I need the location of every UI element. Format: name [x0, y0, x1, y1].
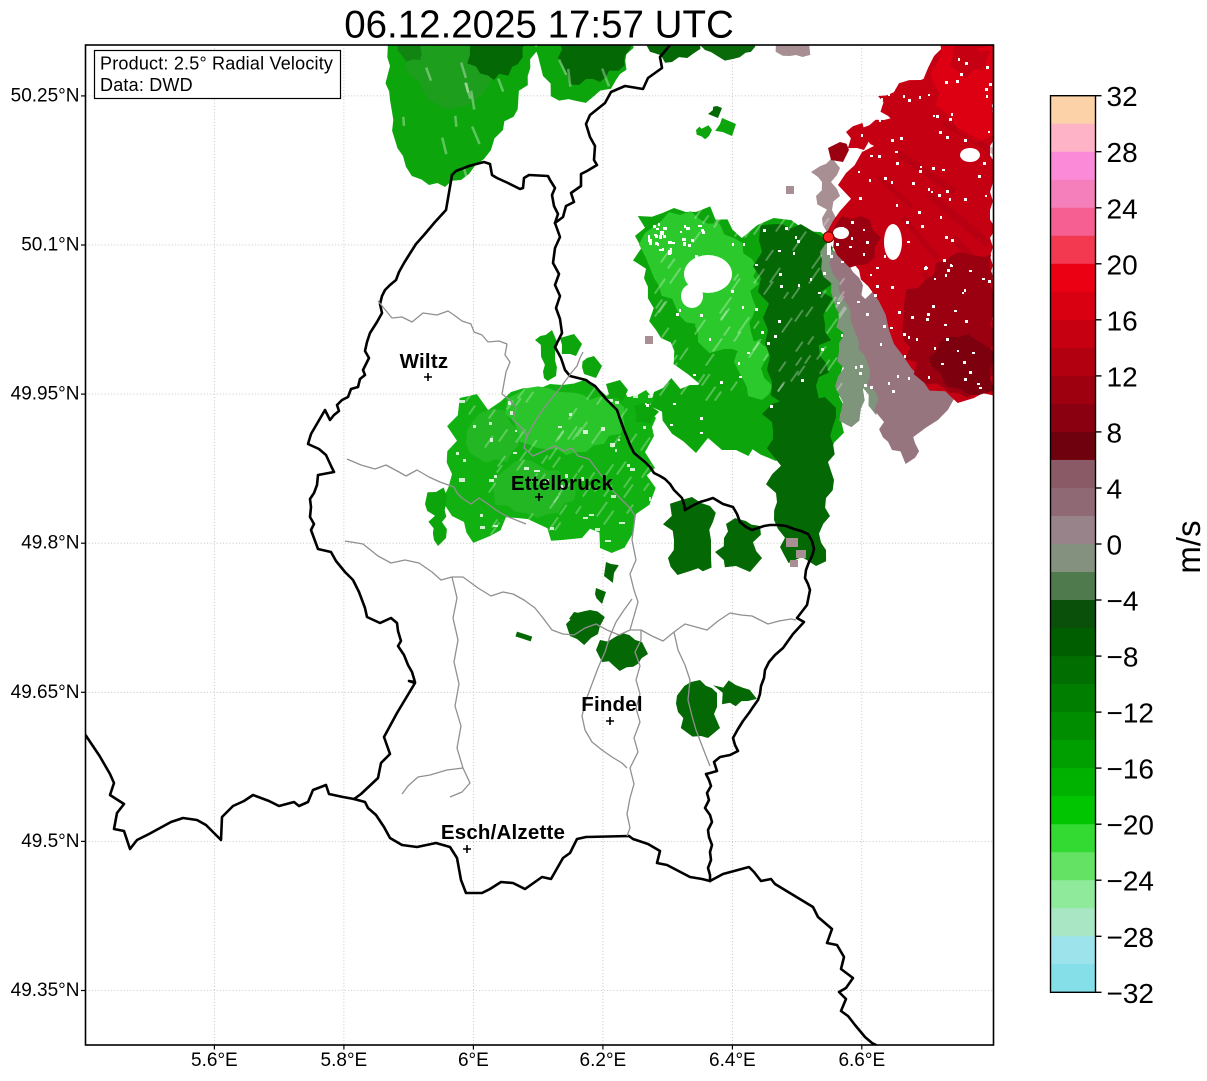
svg-text:32: 32: [1107, 81, 1138, 112]
svg-text:Data: DWD: Data: DWD: [100, 75, 193, 95]
svg-text:20: 20: [1107, 249, 1138, 280]
svg-text:6°E: 6°E: [458, 1050, 489, 1071]
svg-text:50.25°N: 50.25°N: [11, 85, 80, 106]
svg-text:50.1°N: 50.1°N: [21, 235, 79, 256]
svg-text:−16: −16: [1107, 754, 1155, 785]
svg-text:49.95°N: 49.95°N: [11, 384, 80, 405]
svg-text:Wiltz: Wiltz: [400, 350, 449, 373]
svg-text:−24: −24: [1107, 866, 1155, 897]
svg-text:m/s: m/s: [1170, 520, 1207, 573]
svg-text:−20: −20: [1107, 810, 1155, 841]
svg-text:06.12.2025 17:57 UTC: 06.12.2025 17:57 UTC: [344, 4, 734, 47]
svg-text:12: 12: [1107, 361, 1138, 392]
svg-text:49.35°N: 49.35°N: [11, 980, 80, 1001]
svg-text:16: 16: [1107, 305, 1138, 336]
svg-text:28: 28: [1107, 137, 1138, 168]
svg-text:5.8°E: 5.8°E: [321, 1050, 368, 1071]
svg-text:−32: −32: [1107, 978, 1155, 1009]
svg-text:−28: −28: [1107, 922, 1155, 953]
svg-text:−12: −12: [1107, 698, 1155, 729]
svg-text:6.4°E: 6.4°E: [709, 1050, 756, 1071]
svg-text:8: 8: [1107, 417, 1123, 448]
svg-text:5.6°E: 5.6°E: [191, 1050, 238, 1071]
svg-text:24: 24: [1107, 193, 1138, 224]
svg-text:6.6°E: 6.6°E: [838, 1050, 885, 1071]
svg-text:Findel: Findel: [581, 693, 643, 716]
svg-text:Ettelbruck: Ettelbruck: [511, 472, 614, 495]
svg-text:0: 0: [1107, 530, 1123, 561]
svg-text:49.65°N: 49.65°N: [11, 682, 80, 703]
svg-text:6.2°E: 6.2°E: [580, 1050, 627, 1071]
svg-text:−8: −8: [1107, 642, 1139, 673]
svg-text:49.8°N: 49.8°N: [21, 533, 79, 554]
svg-text:Product: 2.5° Radial Velocity: Product: 2.5° Radial Velocity: [100, 54, 333, 74]
svg-text:49.5°N: 49.5°N: [21, 831, 79, 852]
svg-text:−4: −4: [1107, 586, 1139, 617]
svg-text:4: 4: [1107, 474, 1123, 505]
svg-text:Esch/Alzette: Esch/Alzette: [441, 821, 565, 844]
